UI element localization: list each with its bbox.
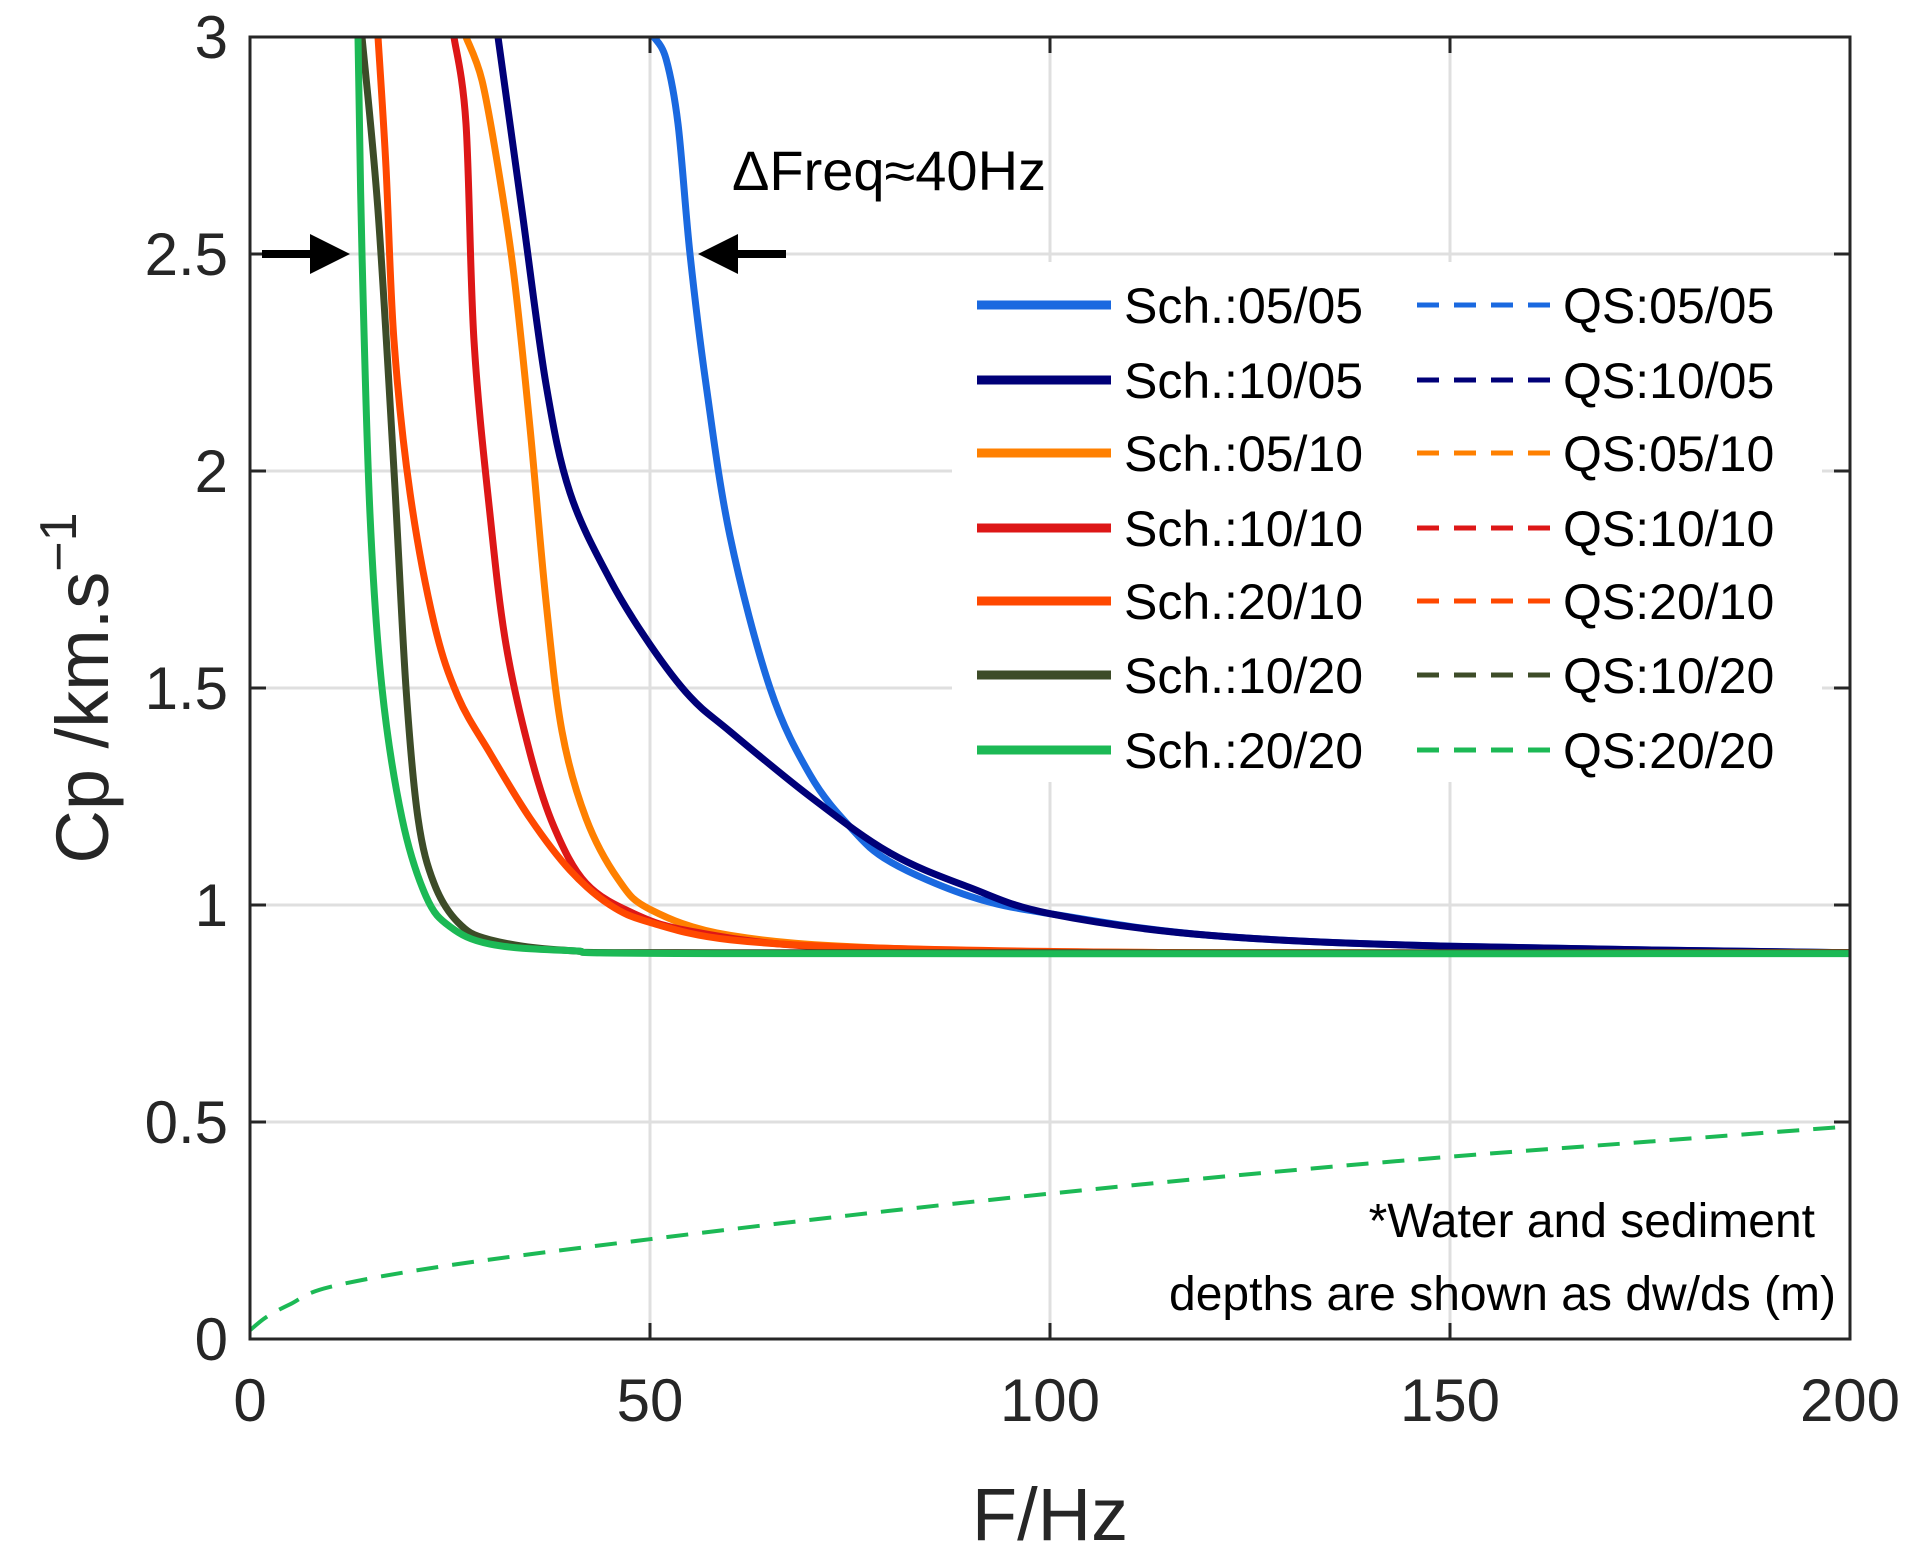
- legend: Sch.:05/05 Sch.:10/05 Sch.:05/10 Sch.:10/10…: [952, 262, 1822, 782]
- y-tick-label: 0.5: [145, 1089, 228, 1156]
- note-line-1: *Water and sediment: [1369, 1195, 1815, 1248]
- annotation-arrows: [262, 234, 786, 274]
- x-tick-label: 50: [617, 1367, 684, 1434]
- y-tick-label: 1: [195, 872, 228, 939]
- note-line-2: depths are shown as dw/ds (m): [1169, 1268, 1836, 1321]
- arrow-head-icon: [698, 234, 738, 274]
- series-line-qs-20-20: [248, 1124, 1851, 1332]
- y-tick-label: 2: [195, 438, 228, 505]
- annotation-delta-freq: ΔFreq≈40Hz: [732, 139, 1046, 202]
- x-tick-label: 150: [1400, 1367, 1500, 1434]
- legend-label: QS:10/05: [1563, 353, 1774, 409]
- y-tick-label: 0: [195, 1306, 228, 1373]
- x-axis-label: F/Hz: [972, 1473, 1128, 1556]
- x-tick-label: 0: [233, 1367, 266, 1434]
- legend-label: Sch.:20/10: [1124, 574, 1363, 630]
- legend-label: Sch.:05/10: [1124, 426, 1363, 482]
- series-line-sch-10-05: [494, 36, 1851, 957]
- y-tick-label: 3: [195, 4, 228, 71]
- legend-label: QS:05/10: [1563, 426, 1774, 482]
- legend-label: QS:10/20: [1563, 648, 1774, 704]
- arrow-head-icon: [310, 234, 350, 274]
- legend-label: Sch.:10/20: [1124, 648, 1363, 704]
- legend-label: QS:20/20: [1563, 723, 1774, 779]
- y-tick-label: 1.5: [145, 655, 228, 722]
- legend-background: [952, 262, 1822, 782]
- legend-label: Sch.:10/10: [1124, 501, 1363, 557]
- series-layer: [248, 35, 1851, 1332]
- legend-label: Sch.:10/05: [1124, 353, 1363, 409]
- x-tick-label: 200: [1800, 1367, 1900, 1434]
- y-tick-label: 2.5: [145, 221, 228, 288]
- legend-label: QS:05/05: [1563, 278, 1774, 334]
- legend-label: Sch.:20/20: [1124, 723, 1363, 779]
- ticks: 0 50 100 150 200 0 0.5 1 1.5 2 2.5 3: [145, 4, 1900, 1434]
- y-axis-label: Cp /km.s−1: [30, 512, 124, 863]
- legend-label: Sch.:05/05: [1124, 278, 1363, 334]
- legend-label: QS:10/10: [1563, 501, 1774, 557]
- series-line-sch-20-20: [354, 36, 1851, 958]
- x-tick-label: 100: [1000, 1367, 1100, 1434]
- legend-label: QS:20/10: [1563, 574, 1774, 630]
